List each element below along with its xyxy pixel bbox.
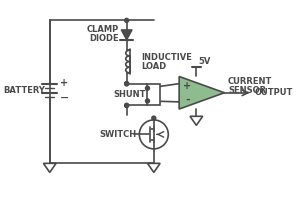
Circle shape bbox=[125, 103, 129, 107]
Text: SHUNT: SHUNT bbox=[113, 90, 146, 99]
Text: SENSOR: SENSOR bbox=[228, 86, 266, 95]
Circle shape bbox=[146, 86, 149, 90]
Text: -: - bbox=[185, 95, 190, 105]
Text: INDUCTIVE: INDUCTIVE bbox=[141, 53, 192, 62]
Circle shape bbox=[125, 18, 129, 22]
Text: +: + bbox=[60, 78, 68, 88]
Circle shape bbox=[146, 99, 149, 103]
Text: −: − bbox=[60, 93, 69, 103]
Text: SWITCH: SWITCH bbox=[100, 130, 136, 139]
Text: LOAD: LOAD bbox=[141, 62, 167, 71]
Bar bbox=[148, 84, 160, 105]
Circle shape bbox=[125, 103, 129, 107]
Text: BATTERY: BATTERY bbox=[3, 86, 45, 95]
Polygon shape bbox=[44, 163, 56, 172]
Circle shape bbox=[125, 82, 129, 86]
Polygon shape bbox=[148, 163, 160, 172]
Polygon shape bbox=[179, 76, 224, 109]
Text: +: + bbox=[183, 81, 191, 91]
Polygon shape bbox=[121, 30, 132, 40]
Polygon shape bbox=[190, 116, 203, 125]
Text: 5V: 5V bbox=[198, 57, 211, 66]
Text: CURRENT: CURRENT bbox=[228, 77, 272, 86]
Circle shape bbox=[152, 116, 156, 120]
Text: OUTPUT: OUTPUT bbox=[254, 88, 292, 97]
Text: CLAMP: CLAMP bbox=[86, 25, 118, 34]
Circle shape bbox=[125, 82, 129, 86]
Text: DIODE: DIODE bbox=[89, 34, 118, 43]
